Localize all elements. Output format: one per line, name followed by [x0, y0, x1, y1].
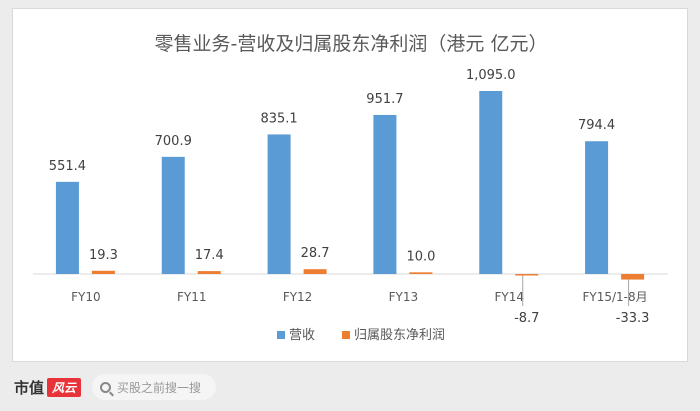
profit-data-label: 10.0 [406, 249, 435, 264]
search-box[interactable]: 买股之前搜一搜 [92, 374, 216, 400]
chart-card: 零售业务-营收及归属股东净利润（港元 亿元） FY10 FY11 FY12 FY13 F… [12, 8, 688, 362]
search-placeholder: 买股之前搜一搜 [117, 380, 202, 395]
legend-label-profit: 归属股东净利润 [354, 328, 445, 343]
x-tick-label: FY13 [389, 290, 419, 304]
revenue-data-label: 700.9 [155, 134, 192, 149]
revenue-data-label: 1,095.0 [466, 68, 516, 83]
profit-data-label: 17.4 [195, 248, 224, 263]
profit-data-label: 28.7 [301, 246, 330, 261]
revenue-data-label: 835.1 [260, 111, 297, 126]
brand-logo[interactable]: 市值 风云 [14, 377, 82, 398]
profit-data-label: -33.3 [616, 311, 650, 326]
brand-name: 市值 [14, 379, 45, 397]
profit-data-label: -8.7 [514, 311, 539, 326]
profit-bar [91, 270, 115, 274]
x-tick-label: FY10 [71, 290, 101, 304]
profit-bar [621, 274, 645, 280]
revenue-bar [161, 156, 185, 274]
profit-bar [303, 269, 327, 274]
revenue-data-label: 551.4 [49, 159, 86, 174]
legend-swatch-revenue [277, 331, 285, 339]
profit-data-label: 19.3 [89, 248, 118, 263]
revenue-bar [373, 114, 397, 275]
revenue-bar [55, 181, 79, 274]
legend-label-revenue: 营收 [289, 328, 315, 343]
x-tick-label: FY11 [177, 290, 207, 304]
brand-badge: 风云 [47, 378, 82, 397]
revenue-bar [479, 91, 503, 274]
profit-bar [409, 272, 433, 274]
x-tick-label: FY15/1-8月 [583, 290, 648, 304]
bar-chart: FY10 FY11 FY12 FY13 FY14 FY15/1-8月 551.4 19.3 70… [33, 68, 668, 343]
profit-bar [515, 274, 539, 276]
revenue-data-label: 794.4 [578, 118, 615, 133]
search-icon [100, 381, 111, 393]
x-tick-label: FY14 [494, 290, 524, 304]
x-tick-label: FY12 [283, 290, 313, 304]
profit-bar [197, 271, 221, 274]
legend-swatch-profit [342, 331, 350, 339]
chart-title: 零售业务-营收及归属股东净利润（港元 亿元） [154, 33, 548, 55]
revenue-bar [585, 141, 609, 274]
revenue-bar [267, 134, 291, 274]
revenue-data-label: 951.7 [366, 92, 403, 107]
footer-bar: 市值 风云 买股之前搜一搜 [0, 362, 700, 411]
